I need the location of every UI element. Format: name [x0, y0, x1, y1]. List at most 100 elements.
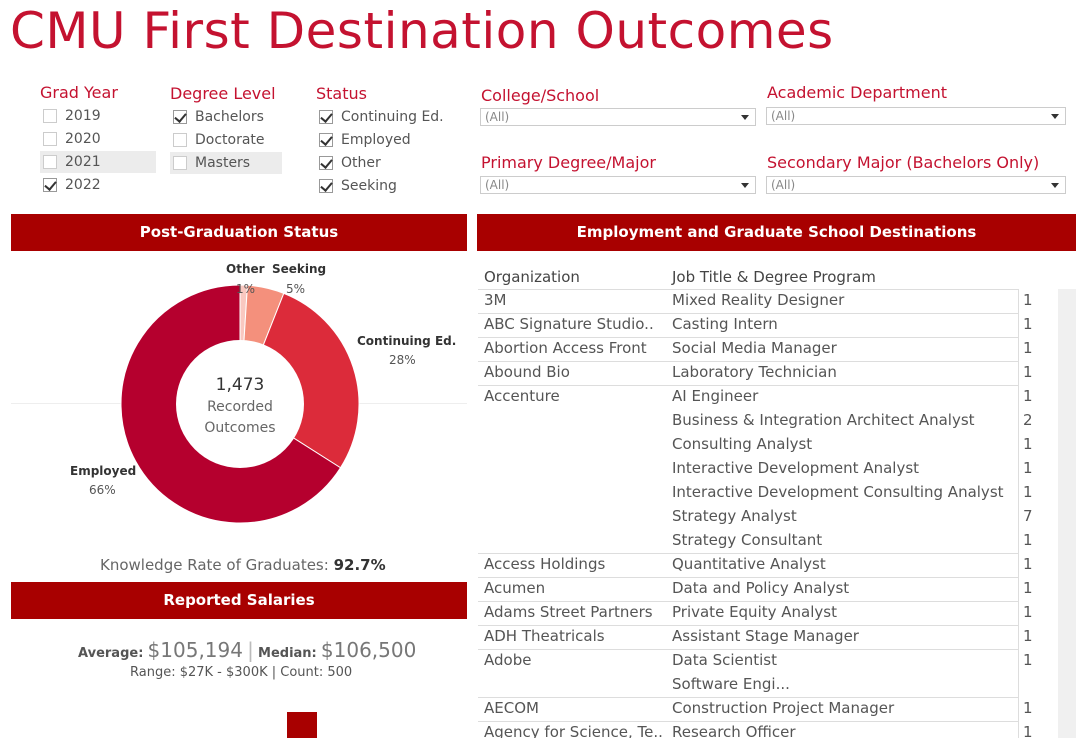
organization-cell: Adams Street Partners	[484, 603, 653, 621]
filter-option[interactable]: 2021	[40, 151, 156, 173]
table-row[interactable]: Adams Street Partners Private Equity Anal…	[478, 601, 1056, 625]
filter-option[interactable]: Masters	[170, 152, 282, 174]
filter-option[interactable]: 2022	[40, 174, 156, 196]
table-row[interactable]: Abortion Access Front Social Media Manage…	[478, 337, 1056, 361]
table-row[interactable]: Interactive Development Analyst 1	[478, 457, 1056, 481]
table-row[interactable]: Strategy Consultant 1	[478, 529, 1056, 553]
row-divider	[478, 649, 1018, 650]
count-cell: 1	[1023, 363, 1033, 381]
job-title-cell: Data Scientist	[672, 651, 777, 669]
table-row[interactable]: Access Holdings Quantitative Analyst 1	[478, 553, 1056, 577]
checkbox-checked-icon[interactable]	[173, 110, 187, 124]
table-row[interactable]: Adobe Data Scientist 1	[478, 649, 1056, 673]
filter-option[interactable]: 2020	[40, 128, 156, 150]
table-row[interactable]: Acumen Data and Policy Analyst 1	[478, 577, 1056, 601]
checkbox-checked-icon[interactable]	[319, 133, 333, 147]
checkbox-checked-icon[interactable]	[43, 178, 57, 192]
filter-option-label: 2019	[65, 108, 101, 124]
checkbox-empty-icon[interactable]	[173, 156, 187, 170]
count-column-border	[1018, 289, 1019, 738]
organization-cell: Agency for Science, Te..	[484, 723, 663, 738]
count-cell: 1	[1023, 435, 1033, 453]
slice-pct-seeking: 5%	[286, 282, 306, 296]
filter-option-label: Employed	[341, 132, 411, 148]
job-title-cell: Social Media Manager	[672, 339, 837, 357]
job-title-cell: Research Officer	[672, 723, 796, 738]
table-row[interactable]: Business & Integration Architect Analyst…	[478, 409, 1056, 433]
organization-cell: 3M	[484, 291, 507, 309]
slice-label-seeking: Seeking	[272, 262, 327, 276]
filter-option[interactable]: Continuing Ed.	[316, 106, 446, 128]
table-row[interactable]: Consulting Analyst 1	[478, 433, 1056, 457]
donut-hole	[176, 340, 304, 468]
filter-option-label: 2021	[65, 154, 101, 170]
secondary-major-label: Secondary Major (Bachelors Only)	[767, 153, 1040, 172]
checkbox-checked-icon[interactable]	[319, 110, 333, 124]
checkbox-checked-icon[interactable]	[319, 156, 333, 170]
filter-option[interactable]: Bachelors	[170, 106, 282, 128]
college-school-dropdown[interactable]: (All)	[480, 108, 756, 126]
job-title-cell: Software Engi...	[672, 675, 790, 693]
table-row[interactable]: Software Engi...	[478, 673, 1056, 697]
post-graduation-status-header: Post-Graduation Status	[11, 214, 467, 251]
job-title-cell: Data and Policy Analyst	[672, 579, 850, 597]
filter-option[interactable]: Seeking	[316, 175, 446, 197]
job-title-cell: Quantitative Analyst	[672, 555, 826, 573]
column-header-job-title: Job Title & Degree Program	[672, 268, 876, 286]
table-row[interactable]: ADH Theatricals Assistant Stage Manager 1	[478, 625, 1056, 649]
table-row[interactable]: Strategy Analyst 7	[478, 505, 1056, 529]
chevron-down-icon	[1051, 183, 1059, 188]
table-row[interactable]: AECOM Construction Project Manager 1	[478, 697, 1056, 721]
table-row[interactable]: Interactive Development Consulting Analy…	[478, 481, 1056, 505]
table-row[interactable]: ABC Signature Studio.. Casting Intern 1	[478, 313, 1056, 337]
checkbox-empty-icon[interactable]	[43, 155, 57, 169]
table-row[interactable]: Accenture AI Engineer 1	[478, 385, 1056, 409]
row-divider	[478, 313, 1018, 314]
row-divider	[478, 553, 1018, 554]
organization-cell: Accenture	[484, 387, 560, 405]
salary-separator: |	[247, 638, 254, 662]
slice-pct-other: 1%	[236, 282, 256, 296]
filter-option[interactable]: Other	[316, 152, 446, 174]
median-value: $106,500	[320, 638, 417, 662]
slice-label-continuing: Continuing Ed.	[357, 334, 457, 348]
secondary-major-value: (All)	[771, 178, 796, 192]
row-divider	[478, 697, 1018, 698]
filter-option[interactable]: Doctorate	[170, 129, 282, 151]
median-label: Median:	[258, 646, 317, 661]
checkbox-empty-icon[interactable]	[43, 132, 57, 146]
vertical-scrollbar[interactable]	[1058, 289, 1076, 738]
filter-option[interactable]: Employed	[316, 129, 446, 151]
recorded-outcomes-count: 1,473	[215, 375, 265, 395]
checkbox-empty-icon[interactable]	[43, 109, 57, 123]
knowledge-rate: Knowledge Rate of Graduates: 92.7%	[100, 556, 386, 574]
knowledge-rate-value: 92.7%	[333, 556, 386, 574]
filter-option[interactable]: 2019	[40, 105, 156, 127]
organization-cell: Adobe	[484, 651, 532, 669]
checkbox-empty-icon[interactable]	[173, 133, 187, 147]
destinations-header: Employment and Graduate School Destinati…	[477, 214, 1076, 251]
table-row[interactable]: Abound Bio Laboratory Technician 1	[478, 361, 1056, 385]
secondary-major-dropdown[interactable]: (All)	[766, 176, 1066, 194]
table-row[interactable]: Agency for Science, Te.. Research Officer…	[478, 721, 1056, 738]
filter-option-label: Doctorate	[195, 132, 265, 148]
count-cell: 1	[1023, 555, 1033, 573]
job-title-cell: Mixed Reality Designer	[672, 291, 845, 309]
reported-salaries-header: Reported Salaries	[11, 582, 467, 619]
academic-department-dropdown[interactable]: (All)	[766, 107, 1066, 125]
row-divider	[478, 361, 1018, 362]
count-cell: 1	[1023, 603, 1033, 621]
primary-major-dropdown[interactable]: (All)	[480, 176, 756, 194]
center-line-2: Outcomes	[204, 420, 276, 436]
checkbox-checked-icon[interactable]	[319, 179, 333, 193]
row-divider	[478, 625, 1018, 626]
count-cell: 1	[1023, 315, 1033, 333]
table-row[interactable]: 3M Mixed Reality Designer 1	[478, 289, 1056, 313]
filter-option-label: Seeking	[341, 178, 397, 194]
slice-label-other: Other	[226, 262, 265, 276]
job-title-cell: Casting Intern	[672, 315, 778, 333]
job-title-cell: Construction Project Manager	[672, 699, 895, 717]
job-title-cell: Consulting Analyst	[672, 435, 813, 453]
college-school-value: (All)	[485, 110, 510, 124]
primary-major-value: (All)	[485, 178, 510, 192]
